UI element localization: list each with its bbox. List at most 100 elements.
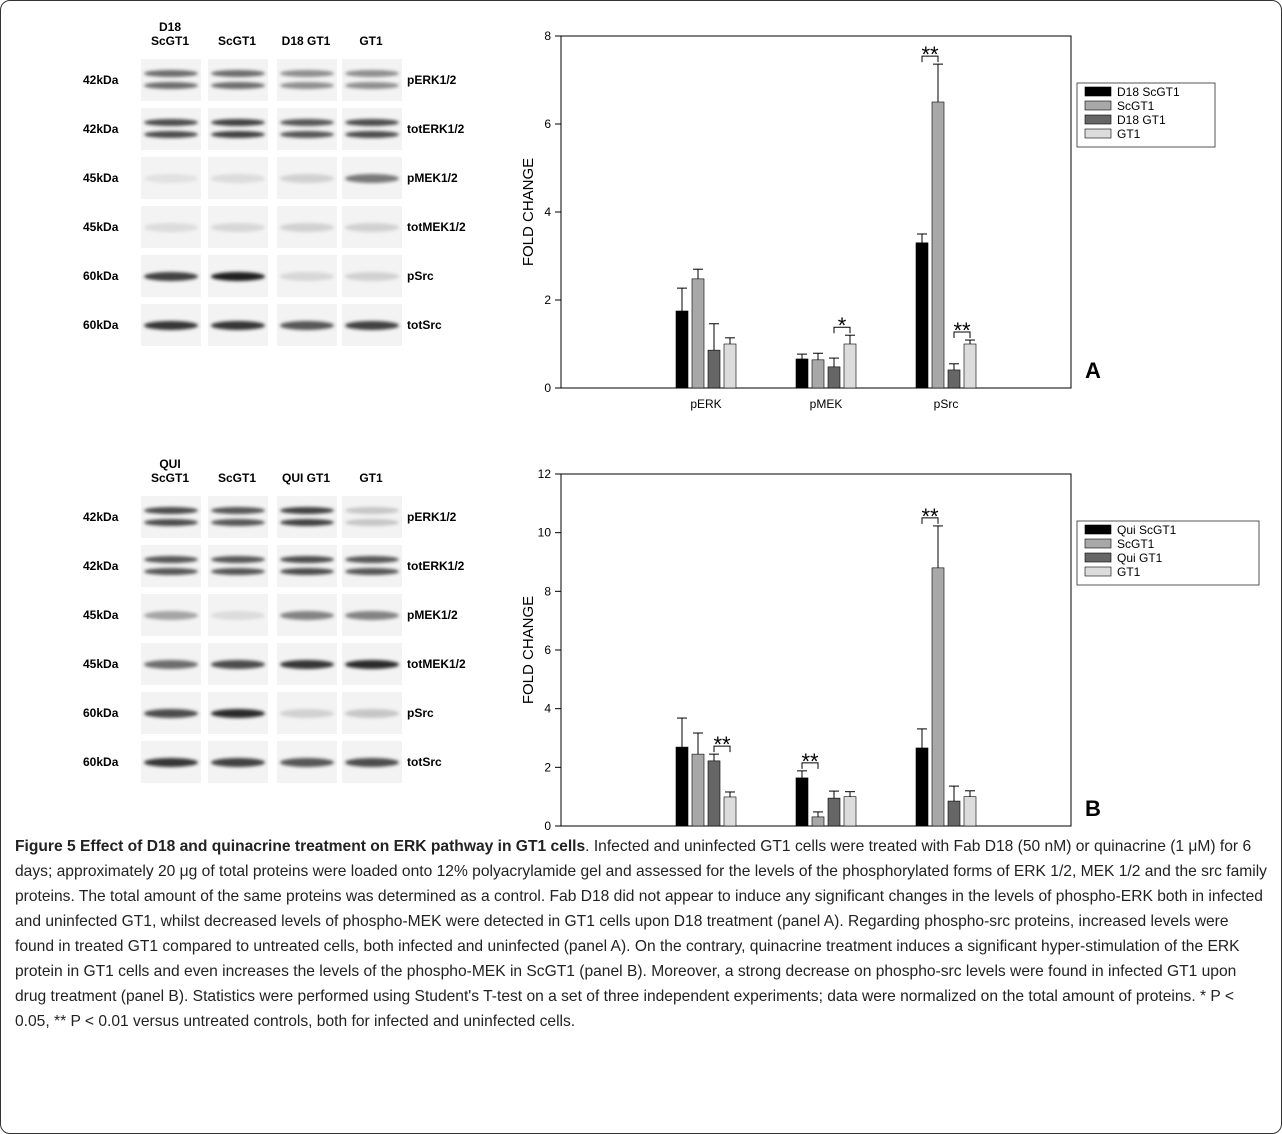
error-bar (829, 358, 839, 367)
band (211, 660, 265, 669)
band (211, 223, 265, 232)
legend-label: Qui GT1 (1117, 551, 1163, 565)
size-label: 45kDa (83, 608, 118, 622)
band (211, 519, 265, 526)
band (280, 519, 334, 526)
protein-label: totERK1/2 (407, 122, 464, 136)
error-bar (845, 335, 855, 344)
band (211, 131, 265, 138)
legend-swatch (1085, 525, 1111, 534)
protein-label: totMEK1/2 (407, 657, 466, 671)
y-tick-label: 10 (538, 526, 552, 540)
significance-label: ** (921, 42, 939, 67)
y-tick-label: 8 (544, 29, 551, 43)
band (280, 660, 334, 669)
blot-lane (208, 108, 268, 150)
blot-lane (141, 545, 201, 587)
bar (844, 797, 856, 826)
lane-label: GT1 (340, 453, 402, 485)
error-bar (813, 353, 823, 360)
bar (916, 243, 928, 388)
bar (708, 350, 720, 388)
error-bar (725, 338, 735, 344)
bar (948, 801, 960, 826)
legend-label: Qui ScGT1 (1117, 523, 1177, 537)
bar (916, 748, 928, 826)
band (345, 70, 399, 77)
band (144, 131, 198, 138)
error-bar (917, 234, 927, 243)
bar (692, 754, 704, 826)
lane-label: QUI ScGT1 (139, 453, 201, 485)
bar (724, 797, 736, 826)
band (211, 82, 265, 89)
plot-frame (561, 36, 1071, 388)
band (211, 568, 265, 575)
band (280, 223, 334, 232)
legend-swatch (1085, 115, 1111, 124)
error-bar (933, 526, 943, 568)
protein-label: totMEK1/2 (407, 220, 466, 234)
size-label: 45kDa (83, 220, 118, 234)
error-bar (829, 791, 839, 798)
bar (812, 817, 824, 826)
y-tick-label: 4 (544, 702, 551, 716)
y-tick-label: 6 (544, 643, 551, 657)
blot-lane (208, 59, 268, 101)
band (144, 660, 198, 669)
legend-swatch (1085, 553, 1111, 562)
blot-lane (141, 496, 201, 538)
blot-lane (141, 108, 201, 150)
blot-lane (208, 545, 268, 587)
size-label: 45kDa (83, 171, 118, 185)
band (345, 758, 399, 767)
blot-lane (141, 59, 201, 101)
bar (692, 279, 704, 388)
bar (932, 102, 944, 388)
y-tick-label: 6 (544, 117, 551, 131)
bar (796, 778, 808, 826)
y-axis-label: FOLD CHANGE (520, 596, 537, 704)
significance-label: ** (713, 732, 731, 757)
blot-lane (277, 545, 337, 587)
x-tick-label: pMEK (810, 397, 843, 411)
band (280, 70, 334, 77)
error-bar (917, 729, 927, 748)
band (345, 660, 399, 669)
bar (796, 359, 808, 388)
legend-label: D18 GT1 (1117, 113, 1166, 127)
protein-label: totERK1/2 (407, 559, 464, 573)
bar (724, 344, 736, 388)
band (211, 709, 265, 718)
band (345, 272, 399, 281)
legend-swatch (1085, 567, 1111, 576)
bar (948, 370, 960, 388)
protein-label: pSrc (407, 269, 434, 283)
legend-swatch (1085, 87, 1111, 96)
band (211, 507, 265, 514)
panel-letter: B (1085, 796, 1101, 821)
size-label: 60kDa (83, 755, 118, 769)
legend-label: D18 ScGT1 (1117, 85, 1180, 99)
band (280, 709, 334, 718)
significance-label: ** (953, 318, 971, 343)
legend-swatch (1085, 129, 1111, 138)
band (280, 82, 334, 89)
band (345, 519, 399, 526)
bar (932, 568, 944, 826)
protein-label: pMEK1/2 (407, 608, 458, 622)
y-axis-label: FOLD CHANGE (520, 158, 537, 266)
caption-text: . Infected and uninfected GT1 cells were… (15, 838, 1267, 1030)
legend-label: ScGT1 (1117, 99, 1155, 113)
size-label: 42kDa (83, 559, 118, 573)
legend-label: GT1 (1117, 127, 1141, 141)
size-label: 60kDa (83, 269, 118, 283)
blot-lane (277, 108, 337, 150)
bar (964, 797, 976, 826)
bar (676, 747, 688, 826)
band (345, 568, 399, 575)
protein-label: pSrc (407, 706, 434, 720)
protein-label: totSrc (407, 318, 442, 332)
band (280, 568, 334, 575)
protein-label: totSrc (407, 755, 442, 769)
